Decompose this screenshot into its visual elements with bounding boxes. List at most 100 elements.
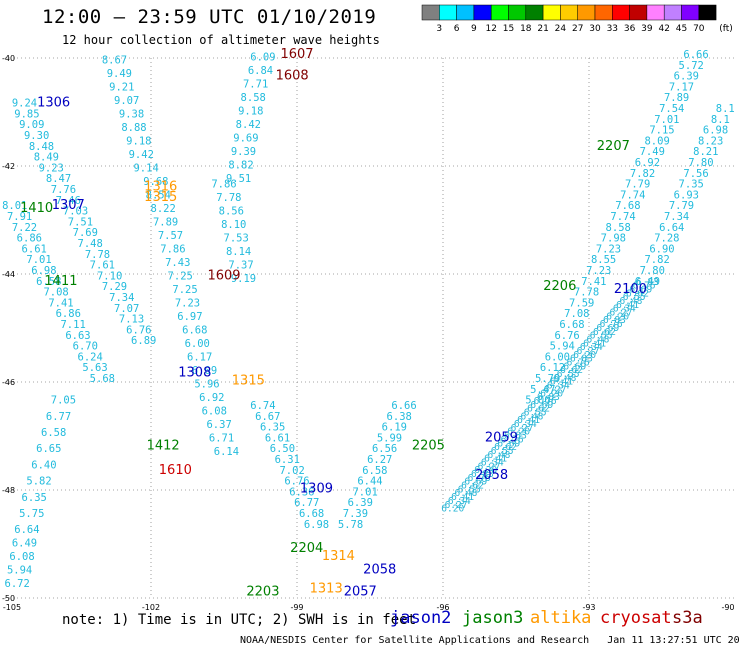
swh-value: 6.93	[674, 189, 699, 201]
swh-value: 7.25	[168, 270, 193, 282]
track-time-label: 1308	[178, 366, 211, 381]
scale-tick-label: 39	[641, 24, 653, 34]
swh-value: 7.13	[119, 314, 144, 326]
swh-value: 9.14	[133, 162, 158, 174]
swh-value: 8.67	[102, 54, 127, 66]
track-time-label: 1307	[52, 198, 85, 213]
swh-value: 6.39	[348, 497, 373, 509]
swh-value: 6.20	[540, 388, 563, 399]
swh-value: 6.39	[674, 71, 699, 83]
swh-value: 7.08	[43, 287, 68, 299]
scale-tick-label: 15	[503, 24, 514, 34]
track-time-label: 1315	[232, 374, 265, 389]
swh-value: 6.90	[649, 243, 674, 255]
swh-value: 7.48	[78, 238, 103, 250]
swh-value: 7.98	[601, 233, 626, 245]
track-track-east-2: 8.18.16.988.238.217.807.567.356.937.797.…	[635, 103, 735, 288]
swh-value: 6.00	[185, 338, 210, 350]
swh-value: 6.69	[530, 400, 553, 411]
swh-value: 5.99	[377, 432, 402, 444]
swh-value: 7.46	[56, 195, 81, 207]
scale-tick-label: 6	[454, 24, 460, 34]
legend-jason2: jason2	[390, 608, 452, 628]
swh-value: 6.62	[626, 288, 649, 299]
swh-value: 6.48	[454, 488, 477, 499]
swh-value: 6.64	[14, 524, 39, 536]
swh-value: 7.02	[279, 465, 304, 477]
swh-value: 6.36	[289, 486, 314, 498]
swh-value: 6.38	[387, 411, 412, 423]
swh-value: 8.42	[236, 119, 261, 131]
swh-value: 7.07	[114, 303, 139, 315]
track-time-label: 1309	[300, 482, 333, 497]
swh-value: 6.92	[199, 392, 224, 404]
swh-value: 6.35	[22, 492, 47, 504]
swh-value: 7.34	[664, 211, 689, 223]
swh-value: 6.66	[391, 400, 416, 412]
swh-value: 9.38	[119, 108, 144, 120]
swh-value: 6.61	[265, 432, 290, 444]
swh-value: 6.58	[41, 427, 66, 439]
swh-value: 6.34	[547, 381, 570, 392]
swh-value: 6.27	[367, 454, 392, 466]
swh-value: 8.54	[146, 189, 171, 201]
swh-value: 6.27	[478, 461, 501, 472]
swh-value: 6.67	[255, 411, 280, 423]
swh-value: 8.48	[29, 141, 54, 153]
y-tick-label: -46	[2, 378, 15, 387]
scale-tick-label: 21	[537, 24, 548, 34]
track-time-label: 1314	[322, 549, 355, 564]
swh-value: 6.76	[534, 396, 557, 407]
swh-value: 6.55	[557, 369, 580, 380]
swh-value: 7.22	[12, 222, 37, 234]
swh-value: 8.22	[151, 203, 176, 215]
track-time-label: 1609	[207, 268, 240, 283]
swh-value: 7.49	[640, 146, 665, 158]
swh-value: 6.55	[623, 292, 646, 303]
swh-value: 6.41	[484, 454, 507, 465]
swh-value: 7.53	[224, 233, 249, 245]
swh-value: 8.1	[711, 114, 730, 126]
swh-value: 6.76	[284, 476, 309, 488]
swh-value: 6.20	[573, 350, 596, 361]
legend-jason3: jason3	[462, 608, 524, 628]
y-tick-label: -42	[2, 162, 15, 171]
swh-value: 6.70	[73, 341, 98, 353]
swh-value: 7.78	[574, 287, 599, 299]
swh-value: 7.37	[228, 260, 253, 272]
swh-value: 8.88	[121, 122, 146, 134]
swh-value: 8.47	[46, 173, 71, 185]
swh-value: 6.41	[616, 300, 639, 311]
scale-tick-label: 27	[572, 24, 583, 34]
y-tick-label: -44	[2, 270, 15, 279]
track-time-label: 2205	[412, 439, 445, 454]
swh-value: 8.82	[228, 160, 253, 172]
swh-value: 6.76	[567, 358, 590, 369]
swh-value: 7.03	[63, 206, 88, 218]
track-s3a: 8.67 9.499.21 9.079.38 8.889.18 9.429.14 9.68…	[102, 54, 239, 457]
swh-value: 9.18	[126, 135, 151, 147]
swh-value: 6.68	[182, 324, 207, 336]
swh-value: 6.40	[31, 459, 56, 471]
swh-value: 6.69	[629, 284, 652, 295]
swh-value: 6.62	[527, 404, 550, 415]
swh-value: 7.08	[564, 308, 589, 320]
swh-value: 6.61	[22, 243, 47, 255]
swh-value: 6.27	[577, 346, 600, 357]
swh-value: 6.84	[248, 65, 273, 77]
swh-value: 8.14	[226, 246, 251, 258]
swh-value: 6.72	[5, 578, 30, 590]
swh-value: 8.56	[219, 206, 244, 218]
swh-value: 7.79	[669, 200, 694, 212]
swh-value: 6.27	[511, 423, 534, 434]
swh-value: 7.23	[596, 243, 621, 255]
swh-value: 7.80	[640, 265, 665, 277]
swh-value: 6.48	[586, 334, 609, 345]
swh-value: 6.34	[481, 457, 504, 468]
swh-value: 5.47	[530, 384, 555, 396]
x-tick-label: -96	[436, 603, 449, 612]
swh-value: 9.68	[143, 176, 168, 188]
swh-value: 6.31	[275, 454, 300, 466]
swh-value: 6.76	[633, 281, 656, 292]
swh-value: 6.98	[31, 265, 56, 277]
